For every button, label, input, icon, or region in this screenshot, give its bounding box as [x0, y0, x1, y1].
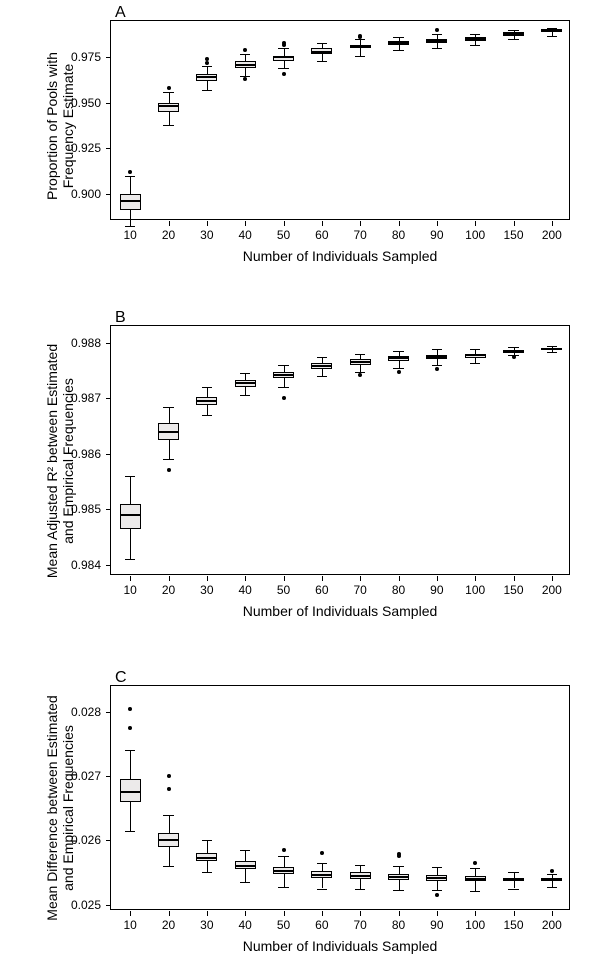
x-tick-label: 10: [123, 918, 136, 932]
x-tick-label: 90: [430, 918, 443, 932]
x-axis-label-A: Number of Individuals Sampled: [110, 248, 570, 264]
x-tick-label: 70: [353, 228, 366, 242]
outlier-point: [435, 28, 439, 32]
x-tick-label: 100: [465, 583, 485, 597]
outlier-point: [397, 370, 401, 374]
x-tick-label: 40: [238, 583, 251, 597]
x-tick-label: 30: [200, 918, 213, 932]
plot-B: 0.9840.9850.9860.9870.988102030405060708…: [110, 325, 570, 575]
x-tick-label: 60: [315, 918, 328, 932]
outlier-point: [397, 854, 401, 858]
x-tick-label: 150: [503, 918, 523, 932]
x-tick-label: 90: [430, 583, 443, 597]
x-tick-label: 30: [200, 583, 213, 597]
outlier-point: [358, 373, 362, 377]
x-tick-label: 80: [392, 918, 405, 932]
outlier-point: [243, 77, 247, 81]
x-tick-label: 50: [277, 583, 290, 597]
outlier-point: [320, 851, 324, 855]
x-tick-label: 20: [162, 228, 175, 242]
x-tick-label: 50: [277, 918, 290, 932]
outlier-point: [512, 355, 516, 359]
outlier-point: [358, 35, 362, 39]
outlier-point: [167, 86, 171, 90]
x-tick-label: 60: [315, 228, 328, 242]
plot-A: 0.9000.9250.9500.97510203040506070809010…: [110, 20, 570, 220]
x-tick-label: 40: [238, 918, 251, 932]
x-tick-label: 200: [542, 583, 562, 597]
y-axis-label-B: Mean Adjusted R² between Estimated and E…: [44, 301, 76, 621]
x-tick-label: 100: [465, 228, 485, 242]
x-tick-label: 50: [277, 228, 290, 242]
x-tick-label: 200: [542, 228, 562, 242]
x-tick-label: 90: [430, 228, 443, 242]
outlier-point: [282, 72, 286, 76]
outlier-point: [435, 893, 439, 897]
outlier-point: [167, 787, 171, 791]
panel-A: A 0.9000.9250.9500.975102030405060708090…: [0, 0, 600, 280]
x-tick-label: 200: [542, 918, 562, 932]
outlier-point: [167, 774, 171, 778]
x-axis-label-C: Number of Individuals Sampled: [110, 938, 570, 954]
x-tick-label: 10: [123, 583, 136, 597]
y-axis-label-A: Proportion of Pools with Frequency Estim…: [44, 0, 76, 256]
x-tick-label: 20: [162, 918, 175, 932]
x-tick-label: 70: [353, 583, 366, 597]
x-tick-label: 40: [238, 228, 251, 242]
boxplot-box: [120, 504, 141, 529]
figure: A 0.9000.9250.9500.975102030405060708090…: [0, 0, 600, 972]
x-axis-label-B: Number of Individuals Sampled: [110, 603, 570, 619]
outlier-point: [243, 48, 247, 52]
x-tick-label: 80: [392, 228, 405, 242]
x-tick-label: 60: [315, 583, 328, 597]
outlier-point: [167, 468, 171, 472]
panel-B: B 0.9840.9850.9860.9870.9881020304050607…: [0, 305, 600, 645]
outlier-point: [128, 707, 132, 711]
outlier-point: [205, 61, 209, 65]
x-tick-label: 80: [392, 583, 405, 597]
x-tick-label: 150: [503, 583, 523, 597]
outlier-point: [282, 43, 286, 47]
outlier-point: [550, 869, 554, 873]
outlier-point: [128, 170, 132, 174]
x-tick-label: 20: [162, 583, 175, 597]
outlier-point: [473, 861, 477, 865]
outlier-point: [282, 396, 286, 400]
outlier-point: [282, 848, 286, 852]
plot-C: 0.0250.0260.0270.02810203040506070809010…: [110, 685, 570, 910]
y-axis-label-C: Mean Difference between Estimated and Em…: [44, 648, 76, 968]
x-tick-label: 30: [200, 228, 213, 242]
x-tick-label: 100: [465, 918, 485, 932]
x-tick-label: 70: [353, 918, 366, 932]
outlier-point: [435, 367, 439, 371]
outlier-point: [128, 726, 132, 730]
x-tick-label: 150: [503, 228, 523, 242]
x-tick-label: 10: [123, 228, 136, 242]
panel-C: C 0.0250.0260.0270.028102030405060708090…: [0, 665, 600, 972]
